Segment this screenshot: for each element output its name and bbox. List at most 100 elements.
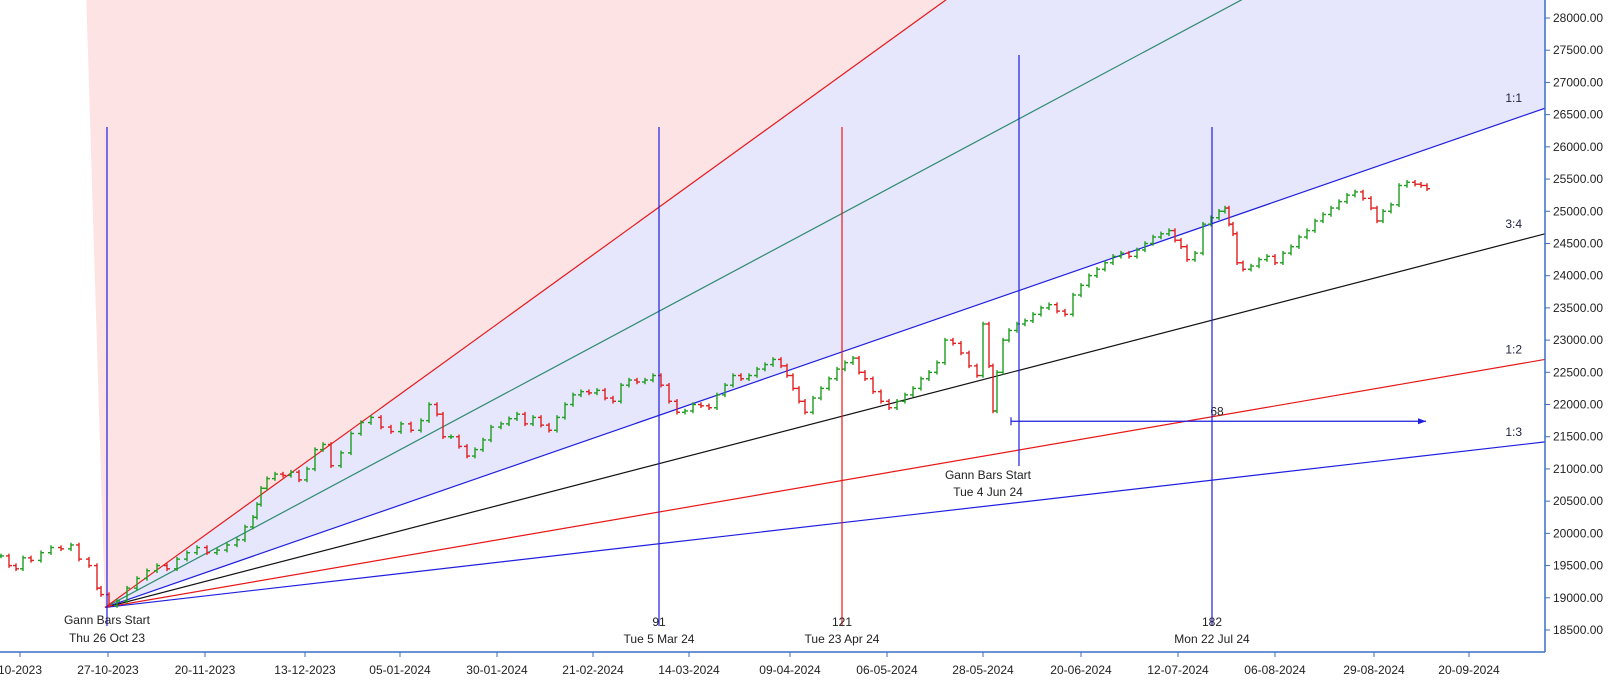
x-tick-label: 29-08-2024 xyxy=(1343,663,1405,677)
fan-line-extra-4 xyxy=(104,0,1243,608)
ohlc-bar xyxy=(1240,260,1246,272)
ohlc-bar xyxy=(594,388,600,396)
ohlc-bar xyxy=(842,360,848,372)
ohlc-bar xyxy=(1006,328,1012,343)
fan-label-1-1: 1:1 xyxy=(1505,91,1522,105)
ohlc-bar xyxy=(990,363,996,414)
ohlc-bar xyxy=(778,357,784,369)
y-tick-label: 20000.00 xyxy=(1553,526,1603,540)
x-tick-label: 28-05-2024 xyxy=(952,663,1014,677)
ohlc-bar xyxy=(1102,260,1108,272)
y-tick-label: 25500.00 xyxy=(1553,172,1603,186)
x-tick-label: 20-11-2023 xyxy=(175,663,236,677)
ohlc-bar xyxy=(448,434,454,439)
ohlc-bar xyxy=(706,403,712,411)
cycle-date-182: Mon 22 Jul 24 xyxy=(1174,632,1250,646)
cycle-count-182: 182 xyxy=(1202,615,1222,629)
ohlc-bar xyxy=(1000,337,1006,375)
ohlc-bar xyxy=(0,553,4,559)
ohlc-bar xyxy=(304,466,310,483)
ohlc-bar xyxy=(264,476,270,491)
ohlc-bar xyxy=(1234,231,1240,266)
y-tick-label: 24000.00 xyxy=(1553,269,1603,283)
y-tick-label: 27500.00 xyxy=(1553,43,1603,57)
y-axis-panel xyxy=(1546,0,1619,683)
ohlc-bar xyxy=(634,377,640,385)
ohlc-bar xyxy=(514,411,520,421)
ohlc-bar xyxy=(98,585,104,597)
ohlc-bar xyxy=(522,411,528,427)
ohlc-bar xyxy=(626,377,632,388)
ohlc-bar xyxy=(770,357,776,367)
gann-start-2-date: Tue 4 Jun 24 xyxy=(953,485,1023,499)
ohlc-bar xyxy=(1126,250,1132,259)
ohlc-bar xyxy=(1038,305,1044,317)
y-tick-label: 25000.00 xyxy=(1553,204,1603,218)
ohlc-bar xyxy=(618,382,624,404)
x-tick-label: 06-05-2024 xyxy=(856,663,918,677)
ohlc-bar xyxy=(834,366,840,382)
ohlc-bar xyxy=(20,555,26,572)
ohlc-bar xyxy=(1368,196,1374,211)
ohlc-bar xyxy=(666,382,672,404)
y-tick-label: 23000.00 xyxy=(1553,333,1603,347)
ohlc-bar xyxy=(796,386,802,404)
y-tick-label: 27000.00 xyxy=(1553,75,1603,89)
ohlc-bar xyxy=(76,542,82,562)
ohlc-bar xyxy=(418,418,424,433)
ohlc-bar xyxy=(498,421,504,430)
ohlc-bar xyxy=(1280,250,1286,266)
ohlc-bar xyxy=(538,415,544,428)
ohlc-bar xyxy=(714,392,720,411)
y-tick-label: 20500.00 xyxy=(1553,494,1603,508)
ohlc-bar xyxy=(1134,247,1140,259)
ohlc-bar xyxy=(280,471,286,478)
ohlc-bar xyxy=(1022,318,1028,327)
ohlc-bar xyxy=(408,421,414,433)
ohlc-bar xyxy=(296,469,302,483)
ohlc-bar xyxy=(144,568,150,581)
fan-fill-upper xyxy=(86,0,946,608)
ohlc-bar xyxy=(224,542,230,553)
x-tick-label: 05-01-2024 xyxy=(369,663,431,677)
fan-line-1-1 xyxy=(104,107,1545,609)
y-tick-label: 22000.00 xyxy=(1553,398,1603,412)
ohlc-bar xyxy=(1380,209,1386,224)
ohlc-bar xyxy=(1256,257,1262,269)
y-tick-label: 28000.00 xyxy=(1553,11,1603,25)
ohlc-bar xyxy=(650,373,656,383)
ohlc-bar xyxy=(980,321,986,378)
fan-label-1-3: 1:3 xyxy=(1505,425,1522,439)
ohlc-bar xyxy=(986,321,992,369)
y-tick-label: 21000.00 xyxy=(1553,462,1603,476)
ohlc-bar xyxy=(320,442,326,452)
ohlc-bar xyxy=(13,563,19,572)
ohlc-bar xyxy=(810,395,816,415)
ohlc-bar xyxy=(464,444,470,459)
y-tick-label: 19500.00 xyxy=(1553,559,1603,573)
fan-line-3-4 xyxy=(104,233,1545,609)
ohlc-bar xyxy=(312,447,318,472)
x-tick-label: 30-01-2024 xyxy=(466,663,528,677)
ohlc-bar xyxy=(950,337,956,346)
ohlc-bar xyxy=(1424,183,1430,191)
ohlc-bar xyxy=(974,363,980,378)
ohlc-bar xyxy=(1396,183,1402,208)
ohlc-bar xyxy=(338,450,344,468)
ohlc-bar xyxy=(1272,254,1278,266)
ohlc-bar xyxy=(1374,205,1380,224)
ohlc-bar xyxy=(488,424,494,443)
x-tick-label: 06-08-2024 xyxy=(1244,663,1306,677)
y-tick-label: 21500.00 xyxy=(1553,430,1603,444)
ohlc-bar xyxy=(1142,241,1148,253)
ohlc-bar xyxy=(1192,250,1198,262)
gann-start-2-label: Gann Bars Start xyxy=(945,468,1032,482)
ohlc-bar xyxy=(826,376,832,391)
y-tick-label: 24500.00 xyxy=(1553,236,1603,250)
ohlc-bar xyxy=(234,537,240,548)
ohlc-bar xyxy=(480,437,486,452)
ohlc-bar xyxy=(762,362,768,372)
ohlc-bar xyxy=(1304,228,1310,240)
ohlc-bar xyxy=(272,471,278,481)
